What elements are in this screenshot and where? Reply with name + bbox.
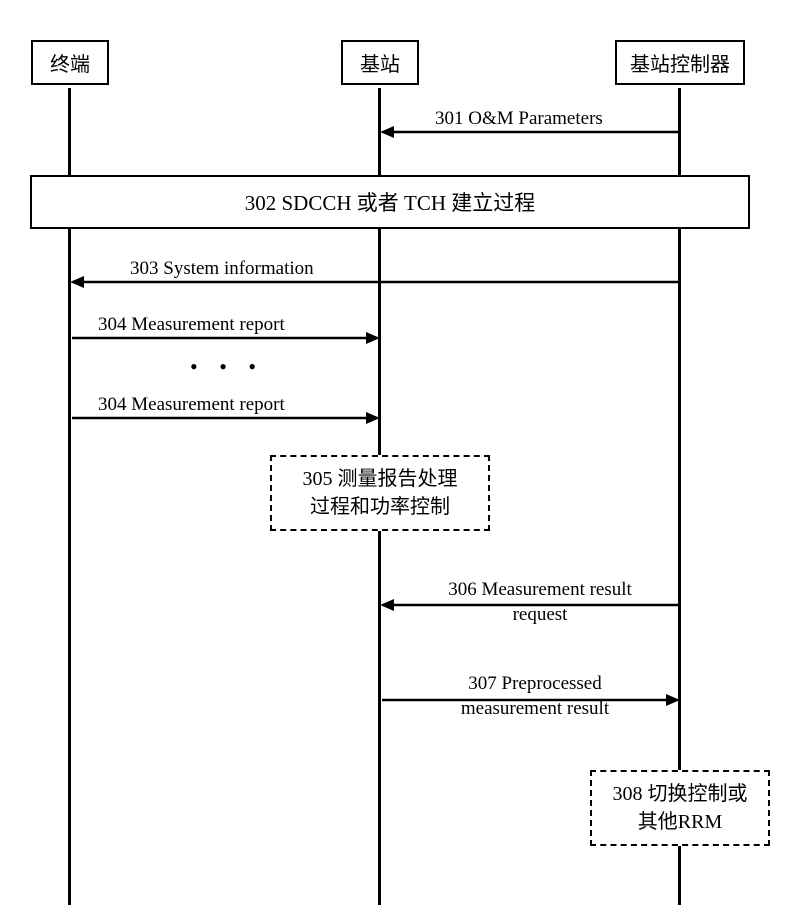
label-307-line2: measurement result	[461, 698, 609, 719]
ellipsis-dots: • • •	[190, 354, 264, 380]
lifeline-bs-c	[378, 528, 381, 905]
lifeline-bsc-c	[678, 843, 681, 905]
span-302-label: 302 SDCCH 或者 TCH 建立过程	[245, 191, 536, 215]
actor-bsc-label: 基站控制器	[630, 54, 730, 76]
process-305-line1: 305 测量报告处理	[303, 468, 458, 490]
span-302: 302 SDCCH 或者 TCH 建立过程	[30, 175, 750, 229]
label-307-line1: 307 Preprocessed	[468, 673, 602, 694]
label-304b: 304 Measurement report	[98, 394, 285, 416]
process-305-line2: 过程和功率控制	[310, 496, 450, 518]
actor-terminal-label: 终端	[50, 54, 90, 76]
actor-bs-label: 基站	[360, 54, 400, 76]
process-308-line1: 308 切换控制或	[613, 783, 748, 805]
label-304a: 304 Measurement report	[98, 314, 285, 336]
lifeline-terminal	[68, 88, 71, 177]
sequence-diagram: 终端 基站 基站控制器 302 SDCCH 或者 TCH 建立过程 301 O&…	[0, 0, 800, 923]
process-308: 308 切换控制或 其他RRM	[590, 770, 770, 846]
actor-bs: 基站	[341, 40, 419, 85]
label-306-line1: 306 Measurement result	[448, 579, 632, 600]
process-305: 305 测量报告处理 过程和功率控制	[270, 455, 490, 531]
label-303: 303 System information	[130, 258, 314, 280]
label-301: 301 O&M Parameters	[435, 108, 603, 130]
process-308-line2: 其他RRM	[638, 811, 722, 833]
label-307: 307 Preprocessed measurement result	[415, 672, 655, 721]
lifeline-bsc-b	[678, 225, 681, 772]
label-306: 306 Measurement result request	[410, 578, 670, 627]
actor-terminal: 终端	[31, 40, 109, 85]
lifeline-terminal-b	[68, 225, 71, 905]
label-306-line2: request	[513, 604, 568, 625]
actor-bsc: 基站控制器	[615, 40, 745, 85]
